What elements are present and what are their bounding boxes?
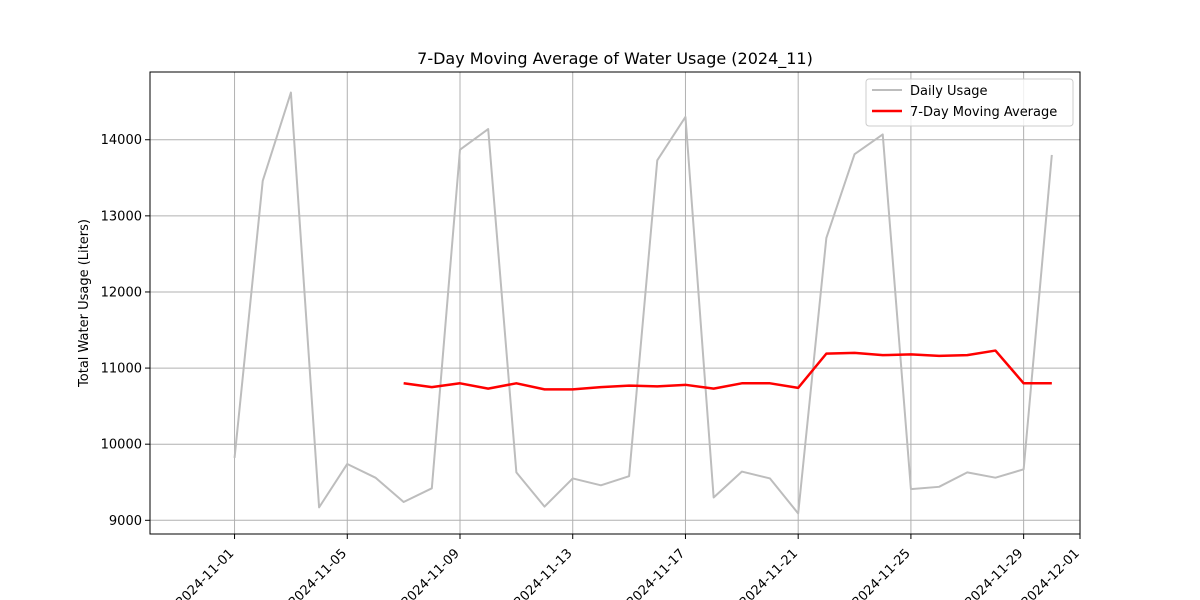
y-tick-label: 12000 [101, 285, 142, 300]
x-tick-label: 2024-11-01 [173, 546, 237, 600]
legend-box [865, 78, 1074, 127]
series-layer [233, 91, 1053, 515]
y-tick-label: 11000 [101, 362, 142, 377]
y-tick-label: 14000 [101, 133, 142, 148]
y-axis-label: Total Water Usage (Liters) [77, 219, 92, 388]
x-tick-label: 2024-11-21 [737, 546, 801, 600]
x-tick-label: 2024-11-13 [512, 546, 576, 600]
series-line-daily-usage [233, 91, 1053, 515]
y-tick-label: 10000 [101, 438, 142, 453]
legend-label-daily-usage: Daily Usage [910, 84, 988, 99]
chart-title: 7-Day Moving Average of Water Usage (202… [417, 49, 813, 69]
legend-label-moving-average: 7-Day Moving Average [910, 105, 1057, 120]
legend: Daily Usage 7-Day Moving Average [865, 78, 1074, 127]
grid [150, 72, 1081, 534]
x-tick-label: 2024-11-29 [962, 546, 1026, 600]
x-tick-label: 2024-11-25 [850, 546, 914, 600]
x-tick-label: 2024-11-09 [399, 546, 463, 600]
y-tick-label: 13000 [101, 209, 142, 224]
x-tick-label: 2024-11-17 [624, 546, 688, 600]
axis-ticks: 2024-11-01 2024-11-05 2024-11-09 2024-11-13… [101, 133, 1083, 600]
y-tick-label: 9000 [109, 514, 142, 529]
plot-frame [149, 71, 1081, 535]
x-tick-label: 2024-11-05 [286, 546, 350, 600]
series-line-7-day-moving-average [403, 349, 1052, 391]
x-tick-label: 2024-12-01 [1019, 546, 1083, 600]
